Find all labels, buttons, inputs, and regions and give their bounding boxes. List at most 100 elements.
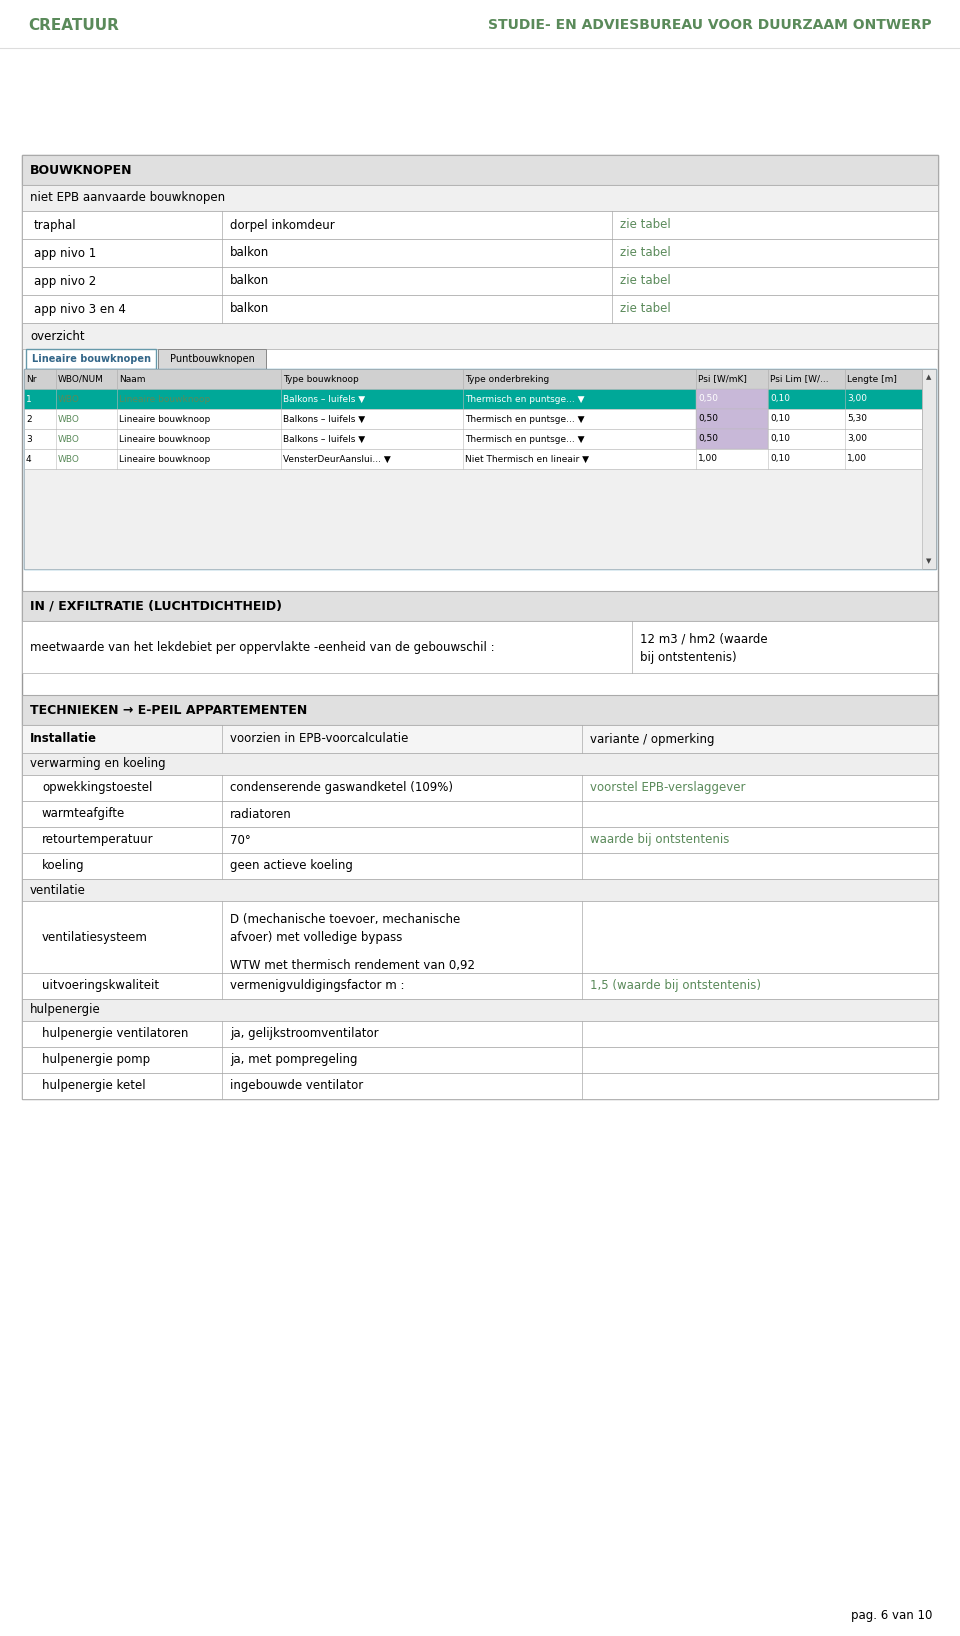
Text: Balkons – luifels ▼: Balkons – luifels ▼ bbox=[283, 435, 365, 443]
Bar bbox=[22, 239, 938, 267]
Text: 0,10: 0,10 bbox=[770, 414, 790, 424]
Text: balkon: balkon bbox=[230, 247, 269, 260]
Text: 0,10: 0,10 bbox=[770, 455, 790, 463]
Text: meetwaarde van het lekdebiet per oppervlakte -eenheid van de gebouwschil :: meetwaarde van het lekdebiet per oppervl… bbox=[30, 641, 494, 653]
Text: 1,5 (waarde bij ontstentenis): 1,5 (waarde bij ontstentenis) bbox=[590, 980, 761, 993]
Text: variante / opmerking: variante / opmerking bbox=[590, 733, 714, 746]
Text: Nr: Nr bbox=[26, 375, 36, 383]
Text: afvoer) met volledige bypass: afvoer) met volledige bypass bbox=[230, 931, 402, 944]
Text: WBO: WBO bbox=[58, 435, 80, 443]
Bar bbox=[22, 185, 938, 211]
Bar bbox=[24, 470, 922, 569]
Text: overzicht: overzicht bbox=[30, 329, 84, 342]
Text: pag. 6 van 10: pag. 6 van 10 bbox=[851, 1608, 932, 1621]
Text: Type bouwknoop: Type bouwknoop bbox=[283, 375, 359, 383]
Bar bbox=[22, 155, 938, 185]
Text: Balkons – luifels ▼: Balkons – luifels ▼ bbox=[283, 414, 365, 424]
Text: hulpenergie ventilatoren: hulpenergie ventilatoren bbox=[42, 1027, 188, 1040]
Text: zie tabel: zie tabel bbox=[620, 247, 671, 260]
Text: voorstel EPB-verslaggever: voorstel EPB-verslaggever bbox=[590, 782, 746, 795]
Text: Lineaire bouwknoop: Lineaire bouwknoop bbox=[119, 394, 210, 404]
Text: balkon: balkon bbox=[230, 275, 269, 288]
Text: Thermisch en puntsge... ▼: Thermisch en puntsge... ▼ bbox=[465, 394, 585, 404]
Text: condenserende gaswandketel (109%): condenserende gaswandketel (109%) bbox=[230, 782, 453, 795]
Text: 3,00: 3,00 bbox=[847, 435, 867, 443]
Bar bbox=[22, 155, 938, 1099]
Bar bbox=[22, 622, 938, 672]
Text: Thermisch en puntsge... ▼: Thermisch en puntsge... ▼ bbox=[465, 414, 585, 424]
Bar bbox=[26, 348, 156, 370]
Text: verwarming en koeling: verwarming en koeling bbox=[30, 757, 166, 771]
Bar bbox=[22, 828, 938, 852]
Text: ja, gelijkstroomventilator: ja, gelijkstroomventilator bbox=[230, 1027, 378, 1040]
Text: app nivo 1: app nivo 1 bbox=[34, 247, 96, 260]
Text: Naam: Naam bbox=[119, 375, 146, 383]
Text: voorzien in EPB-voorcalculatie: voorzien in EPB-voorcalculatie bbox=[230, 733, 408, 746]
Text: niet EPB aanvaarde bouwknopen: niet EPB aanvaarde bouwknopen bbox=[30, 191, 226, 204]
Bar bbox=[22, 775, 938, 802]
Text: hulpenergie ketel: hulpenergie ketel bbox=[42, 1080, 146, 1093]
Bar bbox=[24, 389, 922, 409]
Text: Lengte [m]: Lengte [m] bbox=[847, 375, 897, 383]
Text: vermenigvuldigingsfactor m :: vermenigvuldigingsfactor m : bbox=[230, 980, 404, 993]
Text: ventilatie: ventilatie bbox=[30, 883, 85, 897]
Text: Psi Lim [W/...: Psi Lim [W/... bbox=[770, 375, 828, 383]
Text: 1,00: 1,00 bbox=[698, 455, 718, 463]
Bar bbox=[24, 448, 922, 470]
Text: ventilatiesysteem: ventilatiesysteem bbox=[42, 931, 148, 944]
Text: 0,10: 0,10 bbox=[770, 394, 790, 404]
Text: zie tabel: zie tabel bbox=[620, 303, 671, 316]
Text: Type onderbreking: Type onderbreking bbox=[465, 375, 549, 383]
Bar bbox=[24, 370, 922, 389]
Bar bbox=[24, 429, 922, 448]
Text: 0,50: 0,50 bbox=[698, 394, 718, 404]
Text: 3: 3 bbox=[26, 435, 32, 443]
Text: app nivo 3 en 4: app nivo 3 en 4 bbox=[34, 303, 126, 316]
Bar bbox=[22, 852, 938, 879]
Text: Psi [W/mK]: Psi [W/mK] bbox=[698, 375, 747, 383]
Text: IN / EXFILTRATIE (LUCHTDICHTHEID): IN / EXFILTRATIE (LUCHTDICHTHEID) bbox=[30, 599, 282, 612]
Text: Lineaire bouwknoop: Lineaire bouwknoop bbox=[119, 414, 210, 424]
Text: 0,50: 0,50 bbox=[698, 435, 718, 443]
Bar bbox=[22, 695, 938, 725]
Text: 3,00: 3,00 bbox=[847, 394, 867, 404]
Text: Thermisch en puntsge... ▼: Thermisch en puntsge... ▼ bbox=[465, 435, 585, 443]
Bar bbox=[22, 294, 938, 322]
Text: 0,50: 0,50 bbox=[698, 414, 718, 424]
Bar bbox=[24, 409, 922, 429]
Text: ingebouwde ventilator: ingebouwde ventilator bbox=[230, 1080, 363, 1093]
Text: balkon: balkon bbox=[230, 303, 269, 316]
Text: TECHNIEKEN → E-PEIL APPARTEMENTEN: TECHNIEKEN → E-PEIL APPARTEMENTEN bbox=[30, 703, 307, 717]
Text: hulpenergie: hulpenergie bbox=[30, 1003, 101, 1016]
Text: Puntbouwknopen: Puntbouwknopen bbox=[170, 353, 254, 363]
Text: 12 m3 / hm2 (waarde: 12 m3 / hm2 (waarde bbox=[640, 633, 768, 646]
Bar bbox=[22, 1021, 938, 1047]
Bar bbox=[922, 370, 936, 569]
Text: 2: 2 bbox=[26, 414, 32, 424]
Text: WBO: WBO bbox=[58, 455, 80, 463]
Text: Lineaire bouwknopen: Lineaire bouwknopen bbox=[32, 353, 151, 363]
Text: 1,00: 1,00 bbox=[847, 455, 867, 463]
Text: ▲: ▲ bbox=[926, 375, 932, 380]
Text: Lineaire bouwknoop: Lineaire bouwknoop bbox=[119, 435, 210, 443]
Bar bbox=[22, 322, 938, 348]
Text: koeling: koeling bbox=[42, 859, 84, 872]
Bar bbox=[22, 725, 938, 753]
Bar bbox=[24, 370, 936, 569]
Text: WBO: WBO bbox=[58, 394, 80, 404]
Text: Balkons – luifels ▼: Balkons – luifels ▼ bbox=[283, 394, 365, 404]
Bar bbox=[696, 389, 768, 409]
Text: WBO: WBO bbox=[58, 414, 80, 424]
Text: Niet Thermisch en lineair ▼: Niet Thermisch en lineair ▼ bbox=[465, 455, 589, 463]
Bar bbox=[22, 1047, 938, 1073]
Text: Lineaire bouwknoop: Lineaire bouwknoop bbox=[119, 455, 210, 463]
Text: 0,10: 0,10 bbox=[770, 435, 790, 443]
Text: BOUWKNOPEN: BOUWKNOPEN bbox=[30, 164, 132, 177]
Bar bbox=[22, 802, 938, 828]
Bar bbox=[158, 348, 266, 370]
Text: radiatoren: radiatoren bbox=[230, 808, 292, 821]
Bar bbox=[22, 973, 938, 1000]
Bar bbox=[22, 1073, 938, 1099]
Text: ja, met pompregeling: ja, met pompregeling bbox=[230, 1054, 357, 1067]
Text: 1: 1 bbox=[26, 394, 32, 404]
